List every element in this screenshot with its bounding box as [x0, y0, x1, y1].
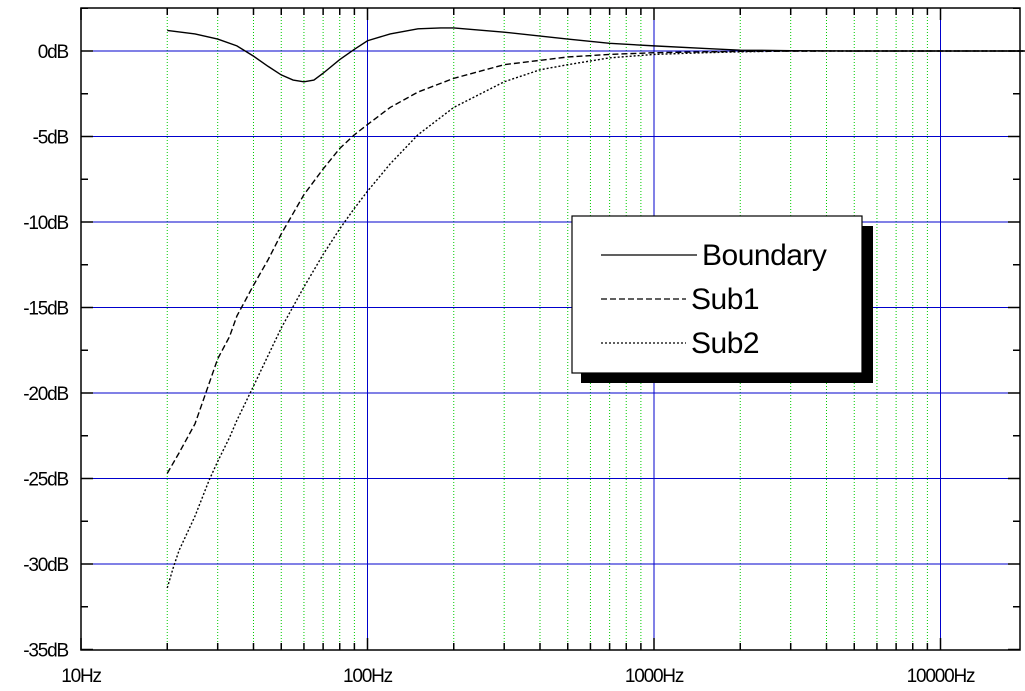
legend-box — [571, 215, 863, 374]
legend: Boundary Sub1 Sub2 — [571, 215, 873, 383]
x-axis-tick-labels: 10Hz 100Hz 1000Hz 10000Hz — [61, 666, 976, 687]
series-line-boundary — [167, 27, 1025, 83]
x-tick-label: 10000Hz — [907, 666, 975, 687]
legend-label-boundary: Boundary — [702, 239, 827, 272]
x-tick-label: 10Hz — [61, 666, 101, 687]
y-tick-label: -20dB — [23, 384, 68, 405]
legend-label-sub1: Sub1 — [691, 283, 759, 316]
series-line-sub1 — [166, 50, 1025, 474]
y-tick-label: -5dB — [33, 128, 69, 149]
y-tick-label: -30dB — [23, 555, 68, 576]
y-tick-label: -25dB — [23, 470, 68, 491]
legend-label-sub2: Sub2 — [691, 327, 759, 360]
major-grid — [81, 8, 1020, 650]
x-tick-label: 1000Hz — [625, 666, 684, 687]
axis-ticks — [80, 7, 1020, 651]
y-tick-label: -10dB — [23, 213, 68, 234]
y-tick-label: 0dB — [38, 42, 69, 63]
plot-frame — [80, 7, 1021, 651]
y-tick-label: -35dB — [23, 641, 68, 662]
y-tick-label: -15dB — [23, 299, 68, 320]
y-axis-tick-labels: 0dB -5dB -10dB -15dB -20dB -25dB -30dB -35dB — [23, 42, 69, 662]
x-tick-label: 100Hz — [343, 666, 393, 687]
series-lines — [166, 27, 1025, 589]
